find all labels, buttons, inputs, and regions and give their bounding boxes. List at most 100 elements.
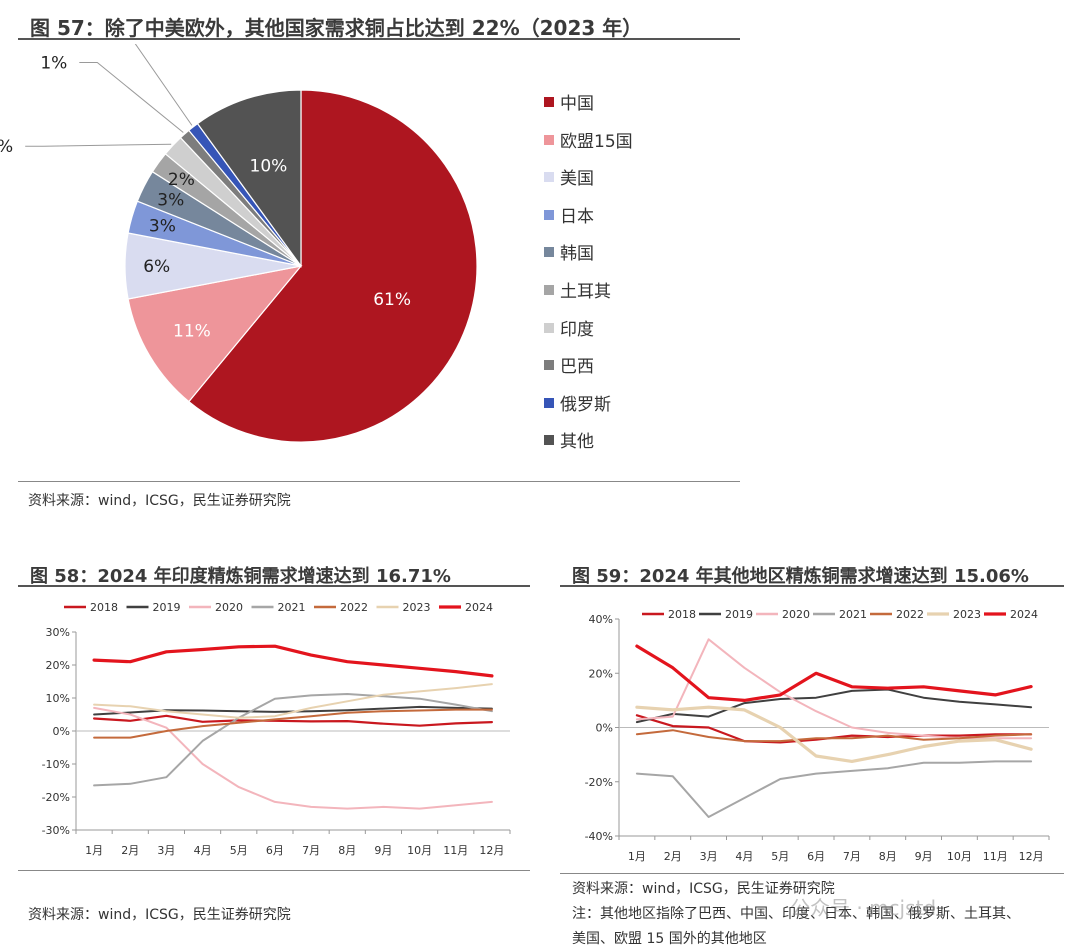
legend-swatch — [544, 397, 554, 408]
fig58-bottom-rule — [18, 870, 530, 871]
fig58-line-chart: -30% -20% -10% 0% 10% 20% 30% 1月 2月 3月 4月 5月 6月 7月 8月 9… — [42, 601, 511, 857]
fig59-bottom-rule — [560, 873, 1064, 874]
fig57-bottom-rule — [18, 481, 740, 482]
fig57-title: 图 57：除了中美欧外，其他国家需求铜占比达到 22%（2023 年） — [30, 16, 643, 40]
x-tick-label: 8月 — [879, 850, 897, 863]
y-tick-label: -20% — [42, 791, 70, 804]
y-tick-label: -20% — [585, 776, 613, 789]
fig57-pie-chart: 61%11%6%3%3%2%2%1%1%10% — [0, 44, 478, 443]
pie-label-韩国: 3% — [157, 191, 184, 211]
fig57-source: 资料来源：wind，ICSG，民生证券研究院 — [28, 493, 291, 509]
legend-label-2018: 2018 — [668, 608, 696, 621]
series-line-2019 — [635, 688, 1033, 724]
series-line-2024 — [92, 644, 494, 678]
legend-swatch — [544, 285, 554, 295]
x-tick-label: 12月 — [1019, 850, 1044, 863]
legend-label-2024: 2024 — [465, 601, 493, 614]
fig57-legend-item: 土耳其 — [544, 277, 611, 302]
legend-label: 印度 — [560, 319, 594, 340]
series-line-2021 — [93, 693, 493, 787]
legend-label: 中国 — [560, 94, 594, 114]
series-line-2022 — [635, 729, 1033, 743]
pie-slice-中国 — [187, 89, 478, 443]
legend-label-2022: 2022 — [340, 601, 368, 614]
watermark: 公众号 · mcjstd — [790, 896, 937, 920]
legend-swatch — [544, 134, 554, 145]
legend-swatch — [544, 97, 554, 107]
x-tick-label: 3月 — [157, 844, 175, 857]
x-tick-label: 7月 — [843, 850, 861, 863]
fig57-legend-item: 巴西 — [544, 352, 594, 377]
fig57-legend-item: 中国 — [544, 89, 594, 114]
legend-label-2023: 2023 — [403, 601, 431, 614]
legend-label: 美国 — [560, 169, 594, 190]
pie-label-日本: 3% — [149, 217, 176, 237]
x-tick-label: 11月 — [443, 844, 468, 857]
series-line-2023 — [93, 683, 493, 719]
fig59-line-chart: -40% -20% 0% 20% 40% 1月 2月 3月 4月 5月 6月 7月 8月 9月 10月 11月… — [585, 608, 1050, 863]
pie-leader-印度 — [25, 143, 172, 147]
x-tick-label: 6月 — [266, 844, 284, 857]
legend-swatch — [544, 247, 554, 258]
legend-swatch — [544, 172, 554, 183]
x-tick-label: 11月 — [983, 850, 1008, 863]
fig57-legend-item: 其他 — [544, 427, 594, 452]
legend-label: 巴西 — [560, 357, 594, 378]
legend-label: 欧盟15国 — [560, 131, 633, 152]
x-tick-label: 9月 — [374, 844, 392, 857]
fig57-legend-item: 印度 — [544, 315, 594, 340]
pie-slice-欧盟15国 — [127, 265, 303, 403]
fig58-title-rule — [18, 585, 530, 587]
fig58-source: 资料来源：wind，ICSG，民生证券研究院 — [28, 907, 291, 923]
series-line-2023 — [635, 705, 1033, 763]
x-tick-label: 5月 — [230, 844, 248, 857]
pie-label-中国: 61% — [373, 290, 411, 310]
fig59-note: 注：其他地区指除了巴西、中国、印度、日本、韩国、俄罗斯、土耳其、 — [572, 906, 1020, 922]
legend-swatch — [544, 360, 554, 371]
legend-label-2020: 2020 — [215, 601, 243, 614]
x-tick-label: 12月 — [479, 844, 504, 857]
x-tick-label: 1月 — [628, 850, 646, 863]
x-tick-label: 7月 — [302, 844, 320, 857]
pie-leader-巴西 — [79, 62, 184, 133]
x-tick-label: 3月 — [700, 850, 718, 863]
pie-label-其他: 10% — [250, 157, 288, 177]
y-tick-label: 0% — [596, 722, 613, 735]
fig59-source: 资料来源：wind，ICSG，民生证券研究院 — [572, 881, 835, 897]
legend-swatch — [544, 322, 554, 333]
legend-label-2023: 2023 — [953, 608, 981, 621]
legend-label: 韩国 — [560, 244, 594, 265]
legend-label-2024: 2024 — [1010, 608, 1038, 621]
legend-swatch — [544, 435, 554, 446]
y-tick-label: 20% — [46, 659, 70, 672]
series-line-2022 — [93, 708, 493, 739]
series-line-2021 — [635, 760, 1033, 818]
fig57-legend-item: 欧盟15国 — [544, 127, 633, 152]
legend-swatch — [544, 209, 554, 220]
x-tick-label: 10月 — [947, 850, 972, 863]
y-tick-label: 0% — [53, 725, 70, 738]
fig57-title-rule — [18, 38, 740, 40]
legend-label: 俄罗斯 — [560, 394, 611, 415]
x-tick-label: 5月 — [771, 850, 789, 863]
legend-label-2019: 2019 — [725, 608, 753, 621]
x-tick-label: 10月 — [407, 844, 432, 857]
x-tick-label: 9月 — [915, 850, 933, 863]
fig57-legend-item: 韩国 — [544, 239, 594, 264]
series-line-2024 — [635, 644, 1033, 703]
fig58-title: 图 58：2024 年印度精炼铜需求增速达到 16.71% — [30, 566, 451, 587]
fig59-title: 图 59：2024 年其他地区精炼铜需求增速达到 15.06% — [572, 566, 1029, 587]
x-tick-label: 2月 — [121, 844, 139, 857]
pie-label-巴西: 1% — [40, 54, 67, 74]
pie-label-欧盟15国: 11% — [173, 322, 211, 342]
x-tick-label: 4月 — [735, 850, 753, 863]
legend-label: 土耳其 — [560, 282, 611, 302]
fig57-legend-item: 俄罗斯 — [544, 390, 611, 415]
legend-label: 日本 — [560, 206, 594, 227]
pie-label-土耳其: 2% — [168, 170, 195, 190]
legend-label-2021: 2021 — [278, 601, 306, 614]
fig59-title-rule — [560, 585, 1064, 587]
x-tick-label: 1月 — [85, 844, 103, 857]
legend-label-2022: 2022 — [896, 608, 924, 621]
legend-label: 其他 — [560, 432, 594, 453]
